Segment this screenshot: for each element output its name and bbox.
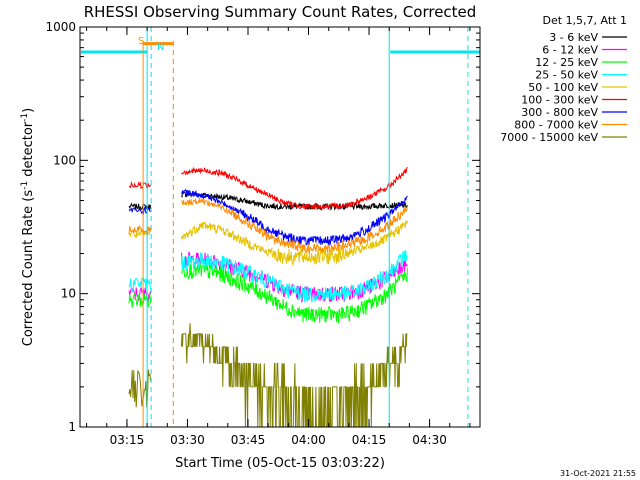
legend-label: 100 - 300 keV bbox=[521, 94, 598, 107]
y-tick-label: 100 bbox=[53, 153, 76, 167]
legend-label: 3 - 6 keV bbox=[549, 31, 598, 44]
series-7000to15000keV bbox=[128, 323, 408, 428]
series-line-segment bbox=[180, 250, 408, 303]
chart-marks bbox=[81, 27, 480, 428]
y-axis-label-mid: detector bbox=[21, 121, 36, 181]
y-tick-label: 10 bbox=[61, 287, 76, 301]
legend-label: 7000 - 15000 keV bbox=[500, 131, 598, 144]
series-line-segment bbox=[180, 220, 408, 267]
series-3to6keV bbox=[128, 190, 408, 212]
y-axis-label-sup1: -1 bbox=[20, 181, 30, 190]
legend-label: 6 - 12 keV bbox=[542, 44, 598, 57]
night-label: N bbox=[157, 42, 164, 53]
series-300to800keV bbox=[128, 188, 408, 247]
series-line-segment bbox=[181, 188, 408, 247]
series-line-segment bbox=[181, 166, 408, 211]
x-tick-label: 03:15 bbox=[110, 433, 145, 447]
series-line-segment bbox=[180, 323, 408, 428]
series-12to25keV bbox=[128, 262, 408, 324]
x-tick-label: 03:30 bbox=[170, 433, 205, 447]
legend-title: Det 1,5,7, Att 1 bbox=[543, 14, 627, 27]
series-line-segment bbox=[180, 262, 408, 324]
legend-label: 800 - 7000 keV bbox=[514, 119, 598, 132]
x-axis-label: Start Time (05-Oct-15 03:03:22) bbox=[175, 456, 385, 471]
x-tick-label: 04:30 bbox=[412, 433, 447, 447]
y-axis-label-sup2: -1 bbox=[20, 113, 30, 122]
legend-label: 300 - 800 keV bbox=[521, 106, 598, 119]
plot-frame bbox=[79, 26, 481, 428]
legend-label: 12 - 25 keV bbox=[535, 56, 598, 69]
x-tick-label: 03:45 bbox=[231, 433, 266, 447]
x-tick-label: 04:00 bbox=[291, 433, 326, 447]
x-tick-label: 04:15 bbox=[352, 433, 387, 447]
chart-title: RHESSI Observing Summary Count Rates, Co… bbox=[84, 3, 477, 21]
y-axis: 1 10 100 1000 bbox=[45, 20, 480, 434]
series-25to50keV bbox=[128, 250, 408, 303]
y-tick-label: 1 bbox=[68, 420, 76, 434]
saa-label: S bbox=[138, 36, 144, 47]
x-axis: 03:15 03:30 03:45 04:00 04:15 04:30 bbox=[86, 27, 471, 447]
y-axis-label: Corrected Count Rate (s-1 detector-1) bbox=[20, 108, 36, 346]
y-axis-label-end: ) bbox=[21, 108, 36, 113]
footer-timestamp: 31-Oct-2021 21:55 bbox=[560, 469, 636, 478]
legend-label: 25 - 50 keV bbox=[535, 69, 598, 82]
series-line-segment bbox=[181, 190, 408, 212]
series-line-segment bbox=[181, 197, 408, 254]
legend-label: 50 - 100 keV bbox=[528, 81, 598, 94]
series-100to300keV bbox=[128, 166, 408, 211]
y-tick-label: 1000 bbox=[45, 20, 76, 34]
y-axis-label-main: Corrected Count Rate (s bbox=[21, 190, 36, 347]
